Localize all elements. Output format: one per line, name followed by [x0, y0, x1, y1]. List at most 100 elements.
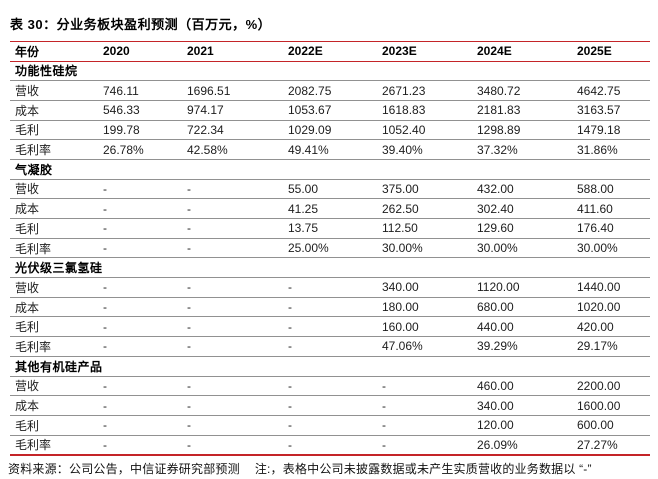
value-cell: 199.78 [98, 120, 182, 141]
year-column-header: 2023E [377, 41, 472, 62]
value-cell: - [182, 316, 283, 338]
value-cell: 1618.83 [377, 100, 472, 121]
value-cell: 30.00% [377, 238, 472, 259]
value-cell: 39.40% [377, 139, 472, 160]
value-cell: 112.50 [377, 218, 472, 239]
value-cell: - [98, 198, 182, 219]
value-cell: 3480.72 [472, 80, 572, 101]
value-cell: - [182, 218, 283, 239]
value-cell: 1029.09 [283, 120, 377, 141]
value-cell: 600.00 [572, 415, 650, 436]
row-label: 毛利率 [10, 238, 98, 259]
data-row: 毛利 199.78 722.34 1029.09 1052.40 1298.89 1479.… [10, 120, 650, 141]
row-label: 毛利 [10, 218, 98, 239]
value-cell: 4642.75 [572, 80, 650, 101]
value-cell: 440.00 [472, 316, 572, 338]
row-label: 成本 [10, 100, 98, 121]
row-label: 毛利 [10, 120, 98, 141]
value-cell: 1120.00 [472, 277, 572, 298]
value-cell: 25.00% [283, 238, 377, 259]
value-cell: 1479.18 [572, 120, 650, 141]
value-cell: 974.17 [182, 100, 283, 121]
value-cell: 1440.00 [572, 277, 650, 298]
row-label: 营收 [10, 376, 98, 397]
value-cell: - [182, 238, 283, 259]
table-body: 功能性硅烷 营收 746.11 1696.51 2082.75 2671.23 3480.7… [10, 61, 650, 456]
value-cell: 411.60 [572, 198, 650, 219]
value-cell: - [182, 198, 283, 219]
data-row: 毛利率 - - -47.06% 39.29% 29.17% [10, 336, 650, 357]
value-cell: 37.32% [472, 139, 572, 160]
value-cell: 41.25 [283, 198, 377, 219]
value-cell: 160.00 [377, 316, 472, 338]
year-column-header: 2025E [572, 41, 650, 62]
value-cell: - [182, 435, 283, 456]
value-cell: 176.40 [572, 218, 650, 239]
footnote: 资料来源：公司公告，中信证券研究部预测 注:，表格中公司未披露数据或未产生实质营收… [8, 460, 592, 477]
row-label: 营收 [10, 179, 98, 200]
table-header-row: 年份 2020 2021 2022E 2023E 2024E 2025E [10, 41, 650, 62]
data-row: 毛利率 26.78% 42.58% 49.41% 39.40% 37.32% 31.86% [10, 139, 650, 160]
value-cell: 2200.00 [572, 376, 650, 397]
value-cell: - [283, 336, 377, 357]
data-row: 毛利 - - -160.00 440.00 420.00 [10, 316, 650, 338]
value-cell: 1600.00 [572, 395, 650, 416]
value-cell: - [283, 376, 377, 397]
value-cell: 746.11 [98, 80, 182, 101]
value-cell: - [98, 218, 182, 239]
value-cell: 1298.89 [472, 120, 572, 141]
value-cell: 546.33 [98, 100, 182, 121]
year-row-label-header: 年份 [10, 41, 98, 62]
value-cell: - [283, 297, 377, 318]
year-column-header: 2022E [283, 41, 377, 62]
value-cell: - [283, 316, 377, 338]
data-row: 毛利 - -13.75 112.50 129.60 176.40 [10, 218, 650, 239]
value-cell: 432.00 [472, 179, 572, 200]
table-title: 表 30：分业务板块盈利预测（百万元，%） [10, 17, 272, 32]
data-row: 毛利 - - - -120.00 600.00 [10, 415, 650, 436]
value-cell: 1052.40 [377, 120, 472, 141]
value-cell: 1696.51 [182, 80, 283, 101]
section-title: 气凝胶 [10, 159, 650, 180]
value-cell: 30.00% [572, 238, 650, 259]
value-cell: 1020.00 [572, 297, 650, 318]
year-column-header: 2024E [472, 41, 572, 62]
value-cell: - [182, 336, 283, 357]
data-row: 营收 - -55.00 375.00 432.00 588.00 [10, 179, 650, 200]
value-cell: - [98, 277, 182, 298]
value-cell: - [283, 277, 377, 298]
value-cell: - [98, 376, 182, 397]
value-cell: - [283, 395, 377, 416]
value-cell: - [98, 297, 182, 318]
value-cell: - [182, 179, 283, 200]
section-row: 其他有机硅产品 [10, 356, 650, 377]
value-cell: - [377, 435, 472, 456]
value-cell: - [283, 435, 377, 456]
row-label: 毛利 [10, 415, 98, 436]
value-cell: 375.00 [377, 179, 472, 200]
data-row: 成本 - -41.25 262.50 302.40 411.60 [10, 198, 650, 219]
value-cell: 588.00 [572, 179, 650, 200]
row-label: 成本 [10, 297, 98, 318]
value-cell: - [182, 277, 283, 298]
value-cell: - [98, 336, 182, 357]
value-cell: 3163.57 [572, 100, 650, 121]
data-row: 成本 546.33 974.17 1053.67 1618.83 2181.83 3163.… [10, 100, 650, 121]
section-title: 其他有机硅产品 [10, 356, 650, 377]
value-cell: 26.78% [98, 139, 182, 160]
value-cell: 29.17% [572, 336, 650, 357]
data-row: 营收 - - - -460.00 2200.00 [10, 376, 650, 397]
value-cell: 120.00 [472, 415, 572, 436]
row-label: 毛利率 [10, 336, 98, 357]
note-text: 注:，表格中公司未披露数据或未产生实质营收的业务数据以 “-” [254, 462, 592, 476]
value-cell: 129.60 [472, 218, 572, 239]
value-cell: - [377, 376, 472, 397]
value-cell: 2082.75 [283, 80, 377, 101]
value-cell: 2181.83 [472, 100, 572, 121]
value-cell: - [98, 238, 182, 259]
value-cell: 55.00 [283, 179, 377, 200]
value-cell: 27.27% [572, 435, 650, 456]
source-text: 资料来源：公司公告，中信证券研究部预测 [8, 462, 240, 476]
value-cell: 39.29% [472, 336, 572, 357]
row-label: 毛利率 [10, 435, 98, 456]
